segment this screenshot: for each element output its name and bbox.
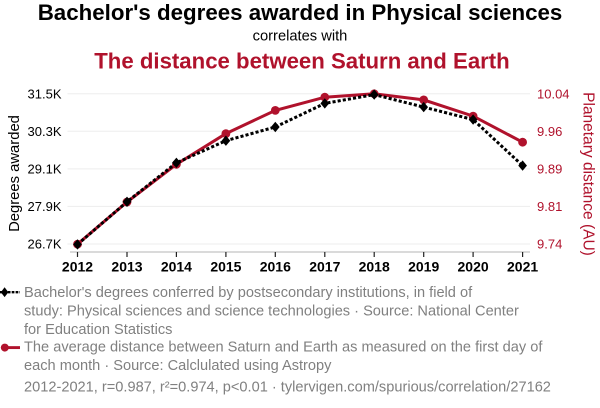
- svg-text:9.74: 9.74: [537, 237, 562, 252]
- svg-text:Bachelor's degrees awarded in: Bachelor's degrees awarded in Physical s…: [38, 0, 563, 25]
- svg-text:9.89: 9.89: [537, 162, 562, 177]
- svg-text:for Education Statistics: for Education Statistics: [24, 322, 172, 338]
- svg-text:2020: 2020: [458, 259, 489, 275]
- svg-text:2018: 2018: [359, 259, 390, 275]
- svg-text:Planetary distance (AU): Planetary distance (AU): [580, 92, 597, 256]
- svg-text:2014: 2014: [161, 259, 192, 275]
- svg-text:27.9K: 27.9K: [28, 199, 62, 214]
- svg-text:The average distance between S: The average distance between Saturn and …: [24, 340, 543, 356]
- svg-text:correlates with: correlates with: [253, 28, 348, 44]
- svg-text:The distance between Saturn an: The distance between Saturn and Earth: [94, 48, 510, 73]
- svg-text:each month · Source: Calclulat: each month · Source: Calclulated using A…: [24, 358, 332, 374]
- svg-text:9.96: 9.96: [537, 124, 562, 139]
- svg-text:Degrees awarded: Degrees awarded: [7, 115, 23, 232]
- svg-text:2019: 2019: [408, 259, 439, 275]
- svg-text:2012-2021, r=0.987, r²=0.974,: 2012-2021, r=0.987, r²=0.974, p<0.01 · t…: [24, 380, 551, 396]
- svg-text:26.7K: 26.7K: [28, 237, 62, 252]
- svg-text:2012: 2012: [62, 259, 93, 275]
- svg-text:29.1K: 29.1K: [28, 162, 62, 177]
- svg-text:Bachelor's degrees conferred b: Bachelor's degrees conferred by postseco…: [24, 285, 473, 301]
- svg-text:9.81: 9.81: [537, 199, 562, 214]
- svg-text:10.04: 10.04: [537, 87, 570, 102]
- svg-text:2021: 2021: [507, 259, 538, 275]
- svg-text:study: Physical sciences and s: study: Physical sciences and science tec…: [24, 304, 519, 320]
- svg-text:30.3K: 30.3K: [28, 124, 62, 139]
- svg-text:2015: 2015: [210, 259, 241, 275]
- svg-text:2016: 2016: [260, 259, 291, 275]
- svg-text:31.5K: 31.5K: [28, 87, 62, 102]
- svg-text:2017: 2017: [309, 259, 340, 275]
- svg-text:2013: 2013: [111, 259, 142, 275]
